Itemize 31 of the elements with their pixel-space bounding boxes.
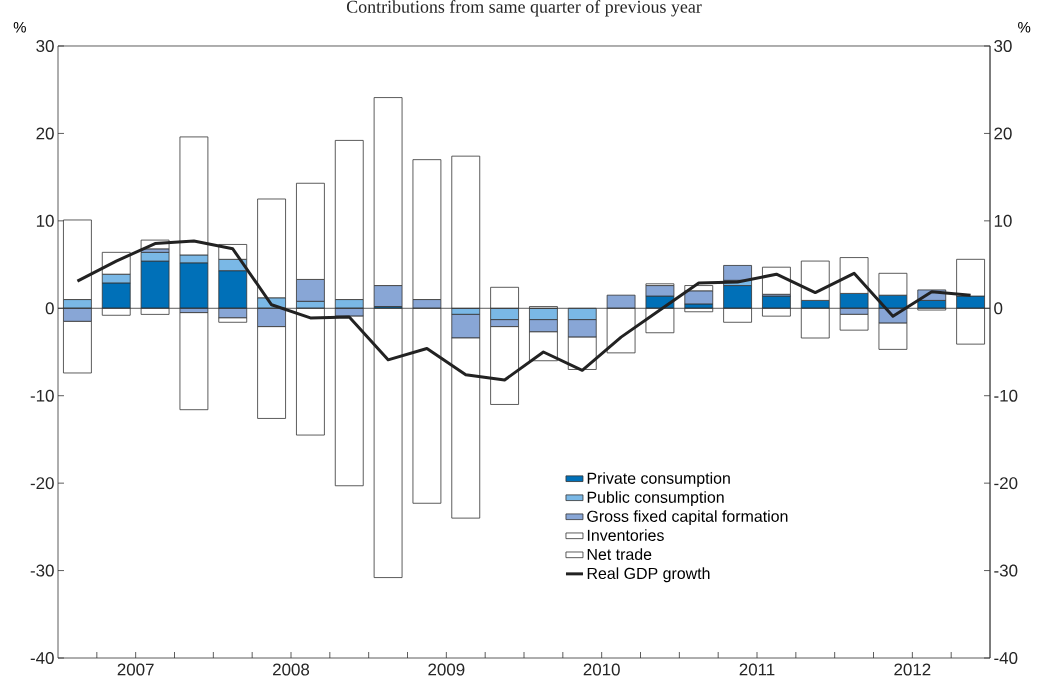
y2-tick-label: -10 [994,389,1018,402]
legend-label: Inventories [587,529,664,541]
chart-title: Contributions from same quarter of previous year [346,0,702,17]
y2-tick-label: 0 [994,302,1003,315]
legend-label: Net trade [587,548,652,561]
x-tick-label: 2011 [739,663,775,676]
y2-axis-title: % [1018,22,1031,33]
legend-label: Gross fixed capital formation [587,510,788,526]
y2-tick-label: 30 [994,39,1012,52]
y2-tick-label: -40 [994,652,1018,664]
x-tick-label: 2010 [583,663,620,676]
legend-label: Real GDP growth [587,567,710,583]
x-tick-label: 2007 [117,663,154,676]
x-tick-label: 2008 [273,663,310,676]
y-tick-label: -20 [30,477,54,490]
y-tick-label: -40 [30,652,54,664]
y2-tick-label: 20 [994,127,1012,140]
y-tick-label: 20 [36,127,54,140]
legend-label: Private consumption [587,472,730,488]
y-tick-label: 10 [36,214,54,227]
y-tick-label: -10 [30,389,54,402]
x-tick-label: 2009 [428,663,465,676]
y-tick-label: 30 [36,39,54,52]
y2-tick-label: 10 [994,214,1012,227]
y2-tick-label: -20 [994,477,1018,490]
x-tick-label: 2012 [894,663,931,676]
y-tick-label: -30 [30,564,54,577]
legend-label: Public consumption [587,491,724,507]
y-axis-title: % [13,22,26,33]
y-tick-label: 0 [45,302,54,315]
y2-tick-label: -30 [994,564,1018,577]
